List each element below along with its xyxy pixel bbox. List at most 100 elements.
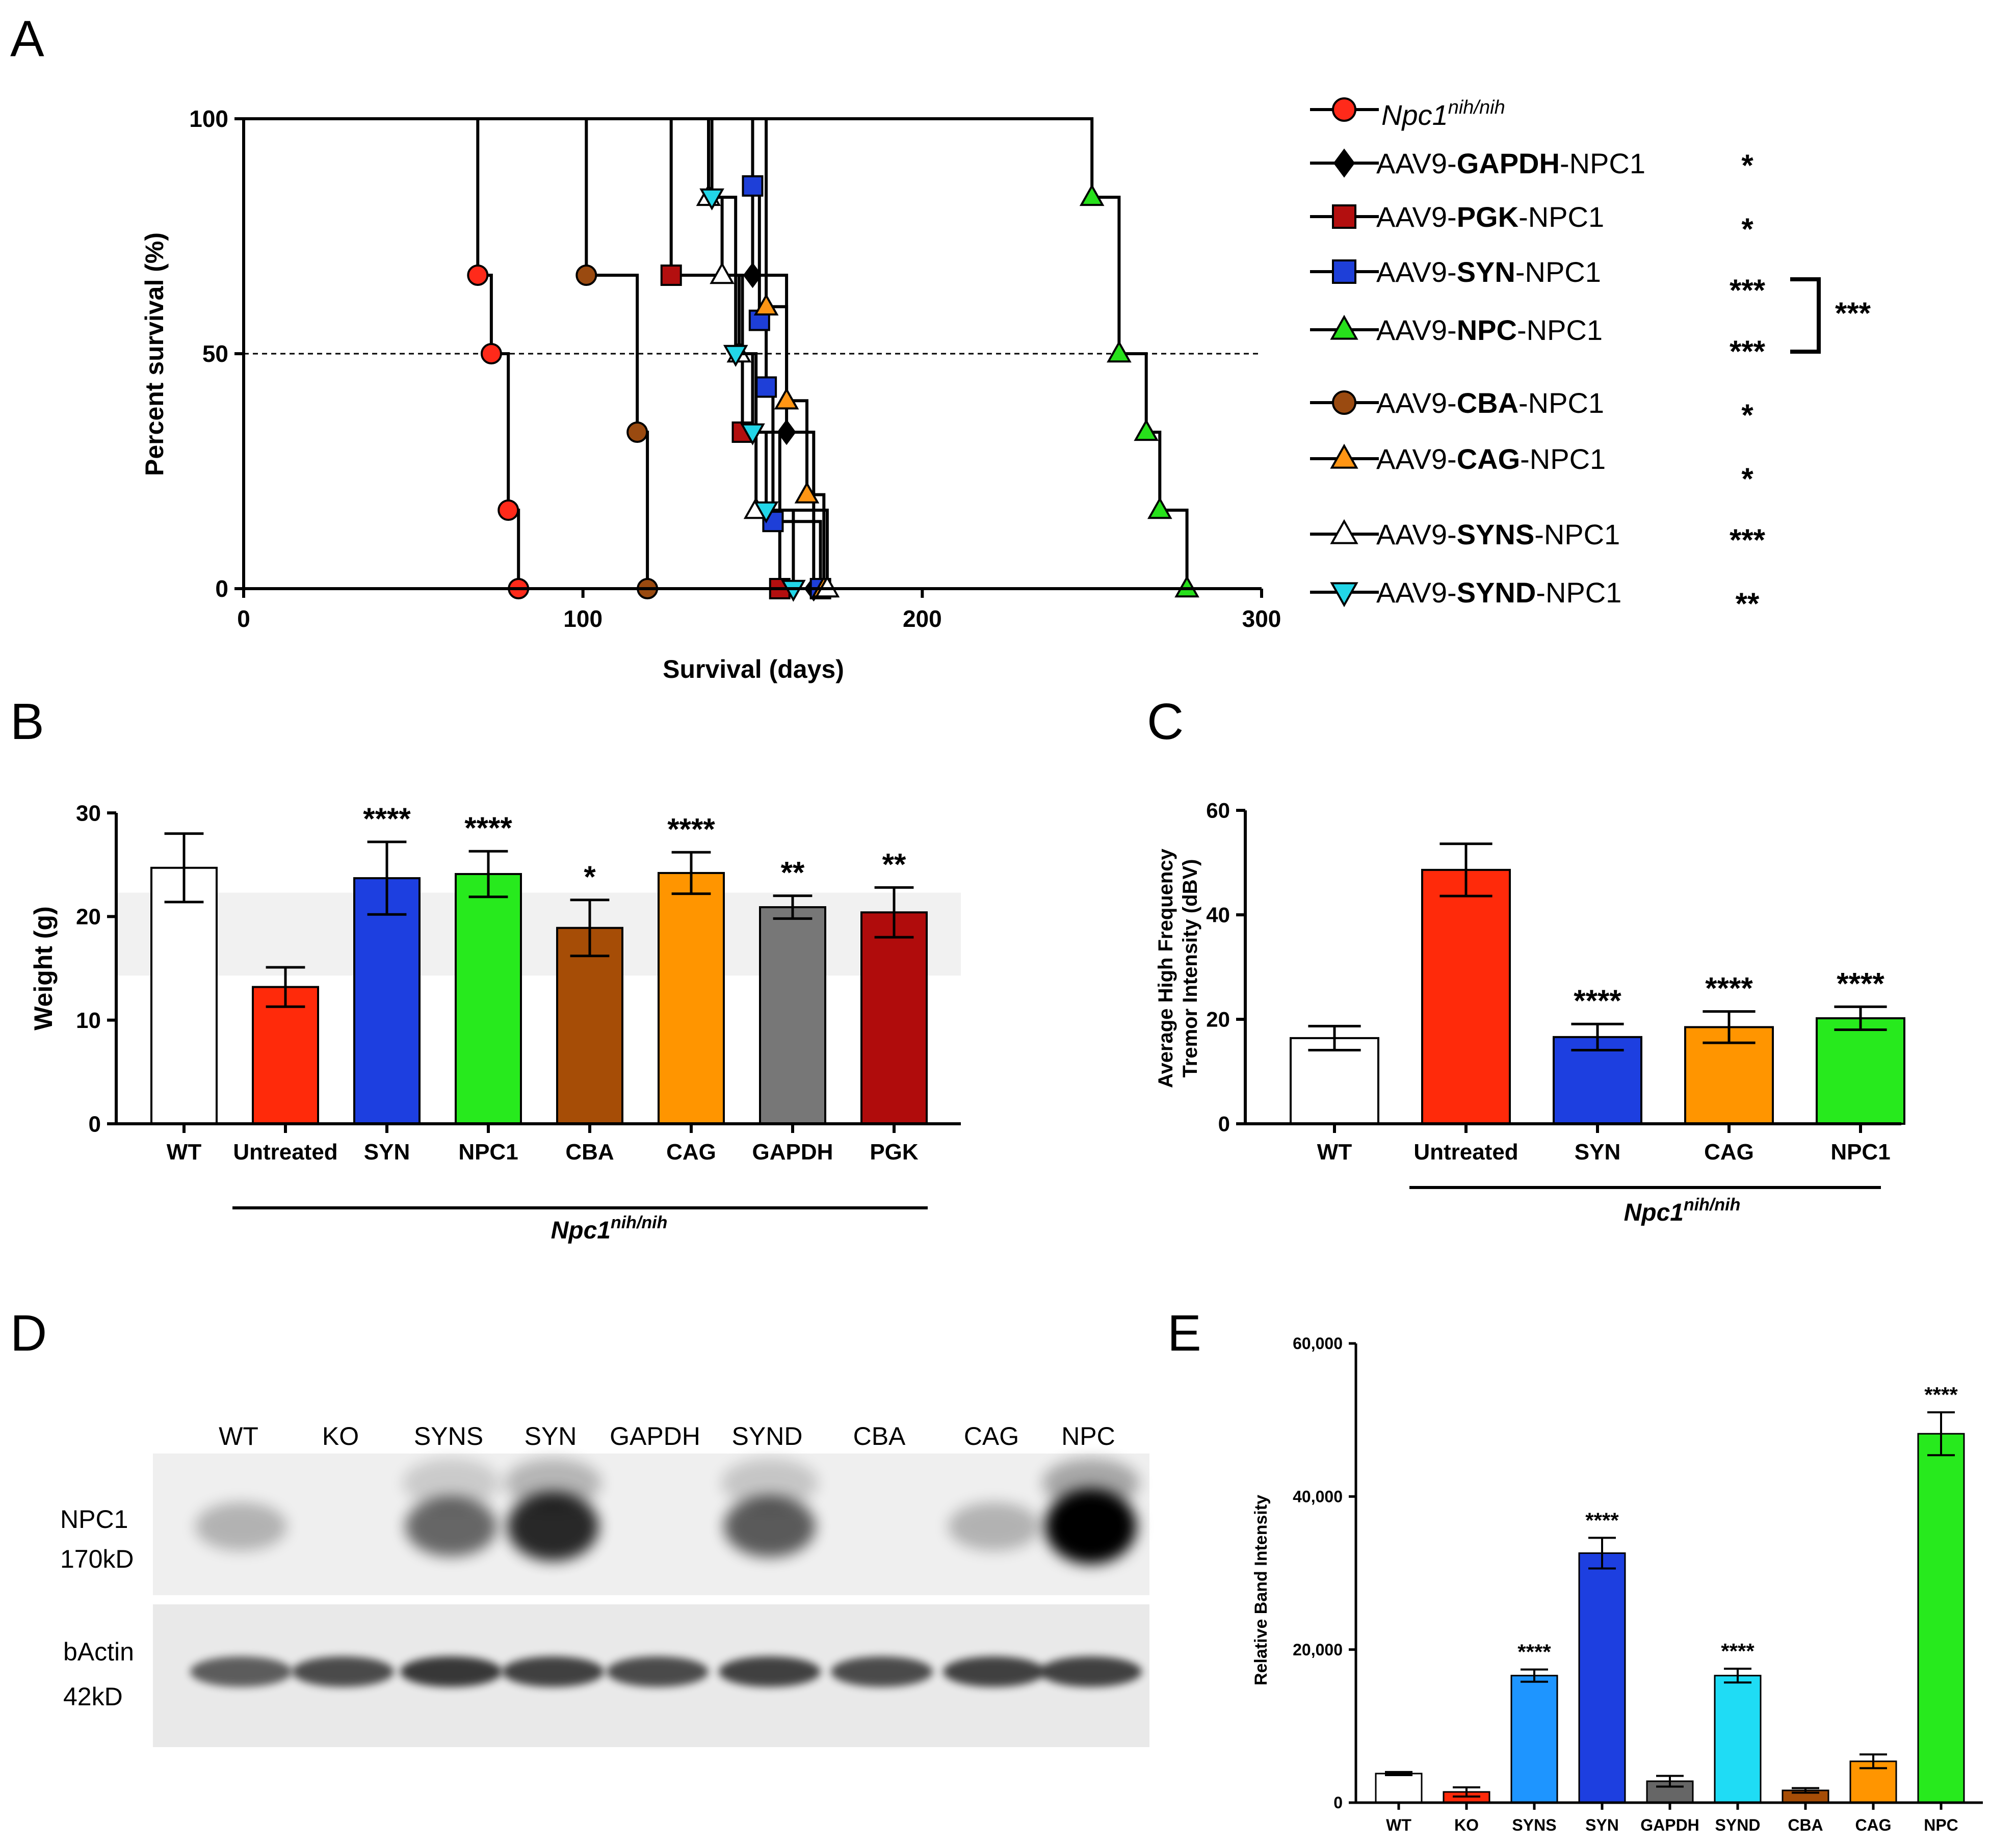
npc1-band [724, 1495, 816, 1557]
x-tick-label: WT [1317, 1140, 1352, 1165]
x-tick-label: NPC [1924, 1816, 1958, 1834]
actin-band [190, 1656, 292, 1687]
survival-point [753, 501, 779, 523]
legend-label-prefix: AAV9- [1376, 387, 1457, 419]
survival-series-nih/nih [244, 117, 530, 599]
x-tick-label: Untreated [233, 1140, 337, 1165]
legend-label-prefix: AAV9- [1376, 576, 1457, 609]
significance-label: **** [464, 811, 512, 845]
bar-group-gapdh: GAPDH [1640, 1775, 1699, 1834]
legend-label-prefix: AAV9- [1376, 256, 1457, 288]
x-tick-label: SYNS [1512, 1816, 1556, 1834]
npc1-band [1045, 1489, 1137, 1564]
bar-group-syn: SYN **** [1553, 984, 1642, 1165]
bar [1421, 868, 1511, 1125]
x-tick-label: GAPDH [752, 1140, 833, 1165]
y-tick-label: 60,000 [1293, 1334, 1343, 1353]
legend-significance: * [1741, 148, 1753, 182]
lane-label-npc: NPC [1061, 1422, 1115, 1450]
y-tick-label: 0 [1333, 1793, 1343, 1812]
survival-point [1079, 184, 1105, 206]
band-intensity-y-axis-title: Relative Band Intensity [1251, 1495, 1271, 1685]
legend-significance: ** [1736, 587, 1760, 621]
band-intensity-chart: WT KO SYNS **** SYN **** GAPDH SYND **** CBA CAG NP… [1251, 1334, 1983, 1834]
bar-group-cag: CAG **** [1684, 971, 1774, 1165]
bar-group-wt: WT [1290, 1024, 1379, 1165]
legend-significance: *** [1730, 273, 1766, 307]
actin-band [719, 1656, 821, 1687]
y-tick-label: 40,000 [1293, 1488, 1343, 1506]
x-tick-label: WT [167, 1140, 202, 1165]
bar-group-wt: WT [1375, 1771, 1423, 1834]
legend-item-cag: AAV9-CAG-NPC1 * [1310, 443, 1753, 496]
bar-group-syns: SYNS **** [1510, 1640, 1558, 1834]
bar [759, 906, 826, 1125]
legend-swatch-marker [1333, 148, 1355, 178]
significance-label: **** [1574, 984, 1621, 1018]
survival-chart: 0 100 200 300 0 50 100 Survival (days) Percent… [140, 97, 1871, 683]
survival-x-tick-label: 100 [563, 605, 603, 632]
significance-label: **** [1837, 966, 1884, 1000]
reference-range-band [116, 892, 961, 976]
x-tick-label: SYND [1715, 1816, 1761, 1834]
legend-swatch-marker [1332, 390, 1356, 415]
legend-swatch-marker [1332, 259, 1356, 284]
y-tick-label: 30 [76, 801, 101, 826]
x-tick-label: Untreated [1413, 1140, 1518, 1165]
y-tick-label: 60 [1206, 799, 1230, 823]
legend-significance: * [1741, 212, 1753, 246]
legend-label-prefix: AAV9- [1376, 518, 1457, 550]
bar [658, 872, 725, 1125]
survival-series-npc [244, 117, 1199, 598]
legend-label-suffix: -NPC1 [1560, 147, 1645, 179]
survival-curve-line [244, 117, 795, 589]
bar-group-npc: NPC **** [1917, 1383, 1965, 1834]
npc1-smear [721, 1459, 818, 1508]
survival-point [710, 262, 735, 284]
survival-point [1174, 575, 1199, 598]
legend-swatch-marker [1330, 519, 1358, 544]
x-tick-label: NPC1 [458, 1140, 518, 1165]
actin-band [1040, 1656, 1142, 1687]
survival-point [699, 188, 724, 210]
legend-label-promoter: GAPDH [1457, 147, 1560, 179]
survival-point [742, 175, 764, 197]
npc1-smear [505, 1459, 601, 1508]
lane-label-syns: SYNS [414, 1422, 483, 1450]
x-tick-label: NPC1 [1830, 1140, 1890, 1165]
y-tick-label: 20 [76, 905, 101, 930]
npc1-band [948, 1502, 1040, 1551]
legend-label-suffix: -NPC1 [1536, 576, 1621, 609]
actin-band [400, 1656, 502, 1687]
bar [556, 927, 623, 1125]
survival-x-axis-title: Survival (days) [663, 655, 844, 683]
legend-significance: * [1741, 462, 1753, 496]
tremor-y-axis-title: Average High Frequency Tremor Intensity (… [1155, 848, 1201, 1088]
lane-label-gapdh: GAPDH [610, 1422, 700, 1450]
significance-label: **** [1517, 1640, 1551, 1664]
survival-point [794, 481, 820, 504]
lane-label-syn: SYN [525, 1422, 577, 1450]
bar-group-pgk: PGK ** [860, 847, 928, 1165]
legend-label-promoter: PGK [1457, 201, 1518, 233]
significance-label: ** [882, 847, 906, 881]
legend-item-npc: AAV9-NPC-NPC1 *** [1310, 314, 1766, 368]
comparison-bracket [1790, 277, 1821, 354]
legend-swatch-marker [1330, 582, 1358, 608]
bar-group-syn: SYN **** [353, 802, 421, 1165]
survival-point [575, 265, 597, 286]
bar [252, 986, 319, 1125]
bar-group-npc1: NPC1 **** [455, 811, 522, 1165]
survival-point [1134, 419, 1159, 441]
x-tick-label: CBA [565, 1140, 614, 1165]
legend-swatch-marker [1332, 204, 1356, 229]
legend-label-prefix: AAV9- [1376, 147, 1457, 179]
comparison-significance: *** [1835, 296, 1871, 330]
legend-label-promoter: SYN [1457, 256, 1515, 288]
legend-label: AAV9-SYNS-NPC1 [1376, 518, 1620, 550]
bar [1553, 1036, 1642, 1125]
survival-point [777, 419, 796, 445]
legend-significance: *** [1730, 334, 1766, 368]
